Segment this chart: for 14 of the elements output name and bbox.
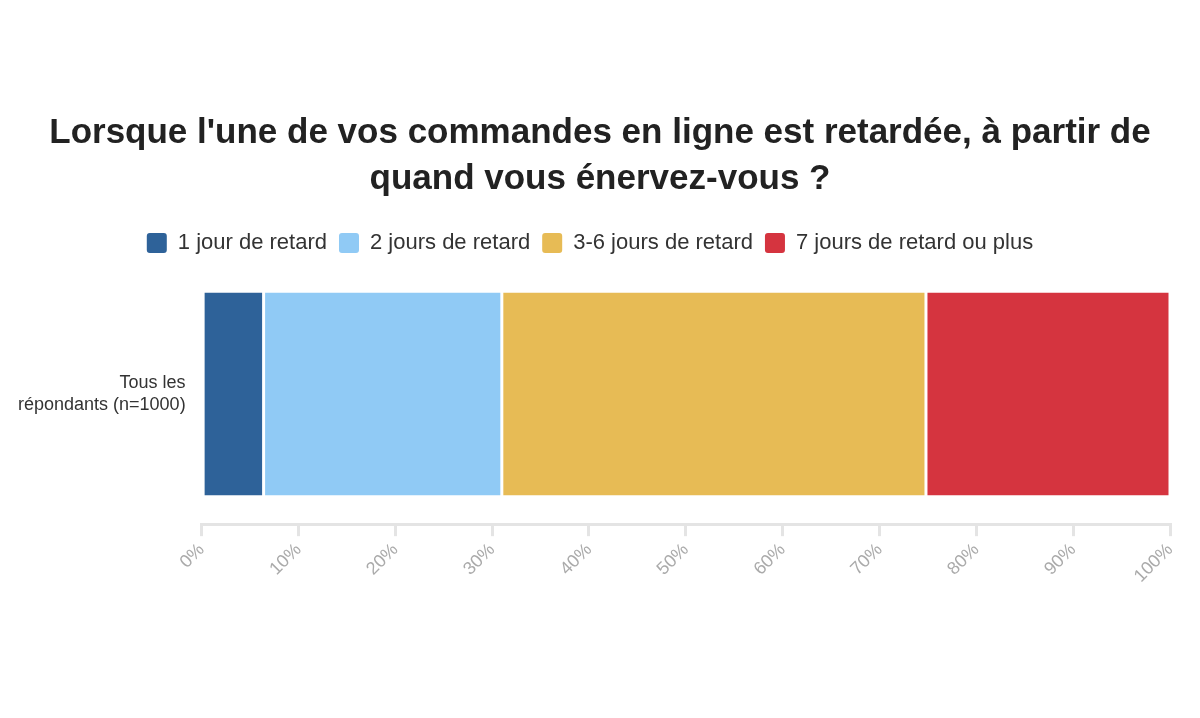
x-tick-label: 40% — [555, 539, 596, 579]
x-tick-label: 0% — [175, 539, 208, 572]
x-tick-label: 80% — [943, 539, 983, 579]
x-tick-label: 30% — [458, 539, 499, 579]
legend-label: 2 jours de retard — [369, 229, 531, 255]
x-tick-label: 90% — [1039, 539, 1080, 579]
chart-title: Lorsque l'une de vos commandes en ligne est retardée, à partir de quand vous énervez-vous ? — [48, 110, 1152, 199]
y-tick-label: Tous les répondants (n=1000) — [18, 372, 186, 415]
legend-label: 3-6 jours de retard — [573, 229, 753, 255]
x-tick-label: 50% — [652, 539, 693, 579]
x-tick-label: 70% — [846, 539, 886, 579]
legend-label: 7 jours de retard ou plus — [795, 229, 1034, 255]
x-tick-label: 60% — [749, 539, 789, 579]
legend-label: 1 jour de retard — [177, 229, 327, 255]
